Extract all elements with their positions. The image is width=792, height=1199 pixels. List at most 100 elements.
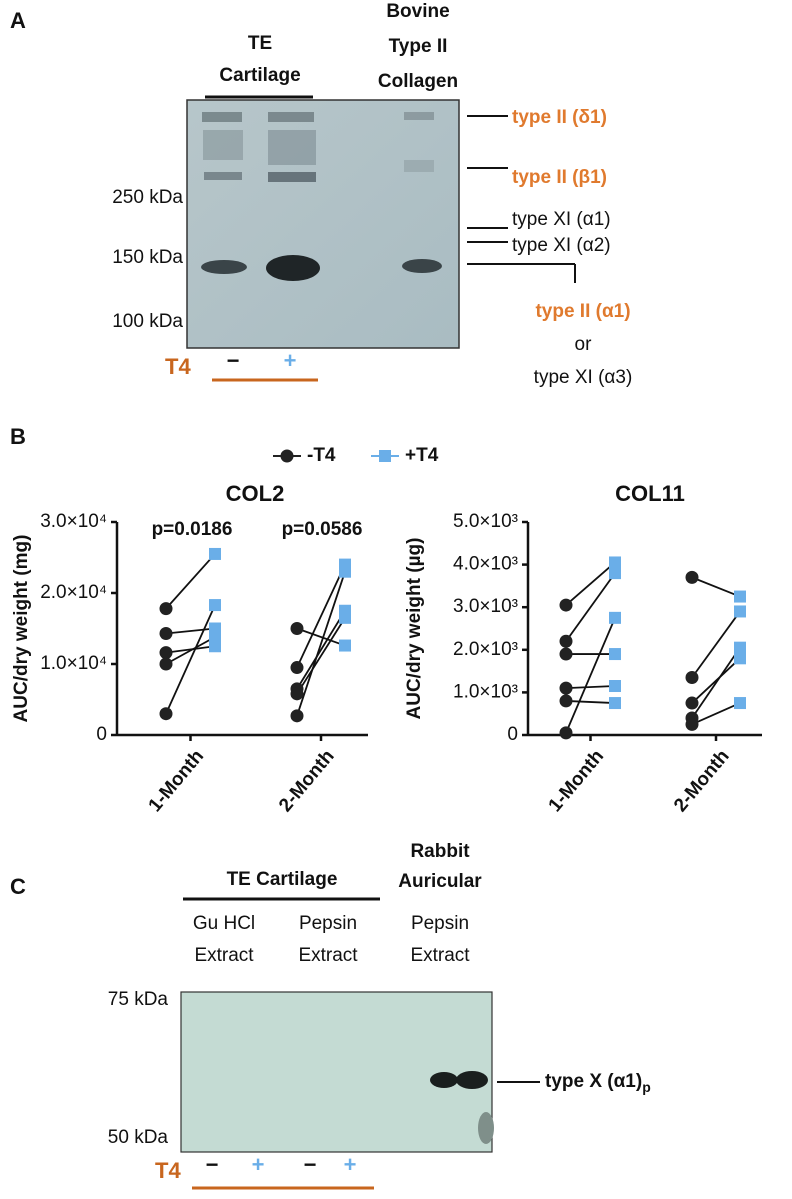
y-axis-label: AUC/dry weight (µg) [404,538,425,720]
pair-line [165,636,216,665]
pair-line [565,617,616,734]
pair-line [565,561,616,606]
extract-label: Pepsin [299,913,357,934]
point [609,680,621,693]
pair-line [691,657,741,704]
point [290,622,304,635]
band-label: type X (α1)p [545,1071,651,1095]
panel-label: A [10,8,26,33]
y-tick-label: 5.0×10³ [453,511,518,532]
point [559,634,573,648]
point [159,707,173,721]
extract-label: Extract [410,945,470,966]
point [159,602,173,616]
point [209,547,221,560]
y-tick-label: 2.0×10³ [453,639,518,660]
panel-label: B [10,424,26,449]
p-value: p=0.0586 [282,519,363,540]
extract-label: Pepsin [411,913,469,934]
point [559,681,573,695]
pair-line [296,627,346,647]
pair-line [165,627,216,635]
lane-header: Cartilage [219,65,300,86]
charts: COL2 AUC/dry weight (mg) 0 1.0×10⁴ 2.0×10⁴ 3.… [11,481,762,816]
standard-header: Collagen [378,71,458,92]
point [209,640,221,653]
point [559,694,573,708]
point [734,652,746,665]
x-tick-label: 1-Month [145,746,209,816]
treatment-label: T4 [155,1158,181,1183]
treatment-label: T4 [165,354,191,379]
chart-title: COL2 [226,481,285,506]
pair-line [691,576,741,598]
y-tick-label: 2.0×10⁴ [40,582,107,603]
band-label: type II (δ1) [512,107,607,128]
x-tick-label: 1-Month [545,746,609,816]
point [209,631,221,644]
y-tick-label: 1.0×10³ [453,681,518,702]
lane-sign: + [284,348,297,373]
pair-line [565,572,616,642]
gel-c [180,991,494,1153]
panel-label: C [10,874,26,899]
band-label: type II (β1) [512,167,607,188]
point [559,647,573,661]
lane-header: TE [248,33,272,54]
y-tick-label: 4.0×10³ [453,554,518,575]
point [609,567,621,580]
point [734,697,746,710]
y-axis-label: AUC/dry weight (mg) [11,535,32,723]
band-subscript: p [642,1079,651,1095]
standard-header: Bovine [386,1,449,22]
extract-label: Extract [194,945,254,966]
point [734,605,746,618]
point [290,661,304,675]
point [159,626,173,640]
chart-title: COL11 [615,481,685,506]
pair-line [691,610,741,679]
pair-line [691,647,741,719]
point [209,599,221,612]
point [559,598,573,612]
pair-line [296,564,346,668]
point [290,687,304,701]
control-header: Rabbit [410,841,470,862]
pair-line [296,617,346,695]
x-tick-label: 2-Month [275,746,339,816]
pair-line [691,702,741,726]
y-tick-label: 0 [507,724,518,745]
point [339,611,351,624]
point [734,641,746,654]
point [609,648,621,661]
extract-label: Extract [298,945,358,966]
standard-header: Type II [389,36,448,57]
marker-label: 100 kDa [112,311,183,332]
band-label: type XI (α3) [534,367,633,388]
point [609,697,621,710]
marker-label: 75 kDa [108,989,169,1010]
point [159,646,173,660]
p-value: p=0.0186 [152,519,233,540]
band-label: type XI (α2) [512,235,611,256]
point [379,450,391,462]
point [609,556,621,569]
x-tick-label: 2-Month [670,746,734,816]
group-header: TE Cartilage [227,869,338,890]
y-tick-label: 1.0×10⁴ [40,653,107,674]
y-tick-label: 0 [96,724,107,745]
gel-a [186,99,460,349]
point [339,565,351,578]
point [280,449,294,463]
marker-label: 50 kDa [108,1127,169,1148]
point [685,570,699,584]
band-label: or [575,334,593,355]
pair-line [165,645,216,654]
lane-sign: − [206,1152,219,1177]
point [159,657,173,671]
control-header: Auricular [398,871,482,892]
pair-line [296,571,346,717]
legend-label: -T4 [307,445,336,466]
lane-sign: − [227,348,240,373]
